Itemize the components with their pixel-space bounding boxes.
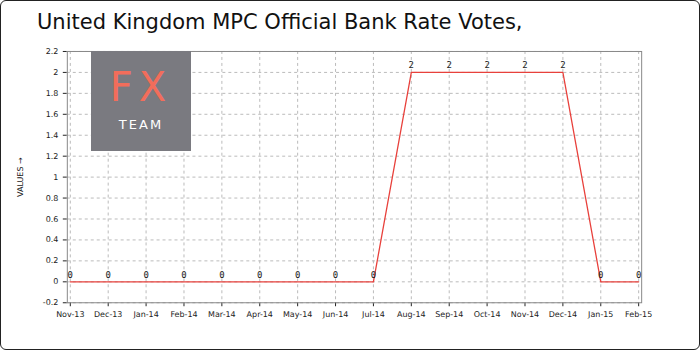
svg-text:0: 0	[371, 270, 376, 280]
svg-text:0: 0	[181, 270, 186, 280]
svg-text:0: 0	[219, 270, 224, 280]
svg-text:1.2: 1.2	[46, 152, 59, 161]
svg-text:Jun-14: Jun-14	[322, 310, 348, 319]
svg-text:Feb-15: Feb-15	[625, 310, 652, 319]
svg-text:0: 0	[53, 277, 58, 286]
svg-text:May-14: May-14	[283, 310, 312, 319]
svg-text:2: 2	[484, 60, 489, 70]
svg-text:0: 0	[333, 270, 338, 280]
html-text:TEAM: TEAM	[118, 117, 164, 132]
svg-text:Jan-14: Jan-14	[132, 310, 158, 319]
svg-text:Dec-13: Dec-13	[94, 310, 122, 319]
svg-text:0: 0	[143, 270, 148, 280]
svg-text:0: 0	[68, 270, 73, 280]
svg-text:0.8: 0.8	[46, 194, 59, 203]
svg-text:-0.2: -0.2	[43, 298, 59, 307]
svg-text:Jul-14: Jul-14	[361, 310, 385, 319]
svg-text:VALUES →: VALUES →	[16, 157, 25, 197]
svg-text:0: 0	[598, 270, 603, 280]
svg-text:2: 2	[560, 60, 565, 70]
svg-text:Aug-14: Aug-14	[397, 310, 426, 319]
svg-text:0.2: 0.2	[46, 256, 59, 265]
svg-text:0: 0	[105, 270, 110, 280]
svg-text:1.8: 1.8	[46, 89, 59, 98]
svg-text:0: 0	[636, 270, 641, 280]
svg-text:2.2: 2.2	[46, 47, 59, 56]
svg-text:Sep-14: Sep-14	[435, 310, 463, 319]
svg-text:Jan-15: Jan-15	[587, 310, 613, 319]
html-text:United Kingdom MPC Official Ba: United Kingdom MPC Official Bank Rate Vo…	[37, 10, 523, 34]
svg-text:0.6: 0.6	[46, 215, 59, 224]
svg-text:Feb-14: Feb-14	[170, 310, 197, 319]
svg-text:0: 0	[295, 270, 300, 280]
svg-text:2: 2	[409, 60, 414, 70]
svg-text:Apr-14: Apr-14	[247, 310, 273, 319]
svg-text:1.4: 1.4	[46, 131, 59, 140]
svg-text:1: 1	[53, 173, 58, 182]
svg-text:Oct-14: Oct-14	[474, 310, 501, 319]
svg-text:0: 0	[257, 270, 262, 280]
svg-text:1.6: 1.6	[46, 110, 59, 119]
svg-text:2: 2	[447, 60, 452, 70]
svg-text:0.4: 0.4	[46, 235, 59, 244]
svg-text:2: 2	[53, 68, 58, 77]
svg-text:Nov-14: Nov-14	[511, 310, 539, 319]
svg-text:2: 2	[522, 60, 527, 70]
svg-text:Mar-14: Mar-14	[208, 310, 236, 319]
svg-text:Nov-13: Nov-13	[56, 310, 84, 319]
svg-text:Dec-14: Dec-14	[549, 310, 577, 319]
html-text:FX: FX	[109, 64, 173, 110]
